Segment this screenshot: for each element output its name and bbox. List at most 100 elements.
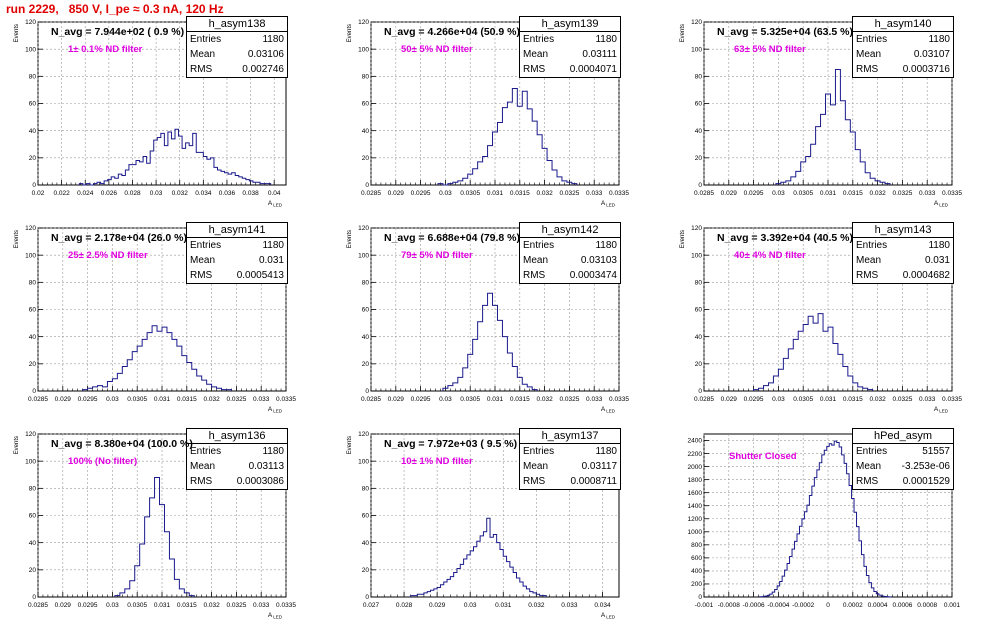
x-tick-label: 0.029 <box>721 190 738 197</box>
histogram-bin <box>483 532 486 597</box>
histogram-bin <box>885 184 890 185</box>
histogram-bin <box>526 589 529 597</box>
x-tick-label: 0.0325 <box>892 396 912 403</box>
histogram-bin <box>161 133 165 185</box>
histogram-bin <box>493 305 498 391</box>
histogram-bin <box>463 368 468 391</box>
x-axis-title-sub: LED <box>273 409 283 414</box>
histogram-bin <box>447 579 450 597</box>
x-axis-title: ALED <box>268 612 283 620</box>
histogram-bin <box>94 184 98 185</box>
histogram-bin <box>839 447 841 597</box>
histogram-bin <box>157 331 162 391</box>
histogram-bin <box>512 89 517 185</box>
stats-title: h_asym140 <box>852 16 954 32</box>
histogram-bin <box>437 587 440 597</box>
stats-value-entries: 1180 <box>262 444 284 459</box>
filter-label: Shutter Closed <box>729 451 797 462</box>
stats-value-entries: 51557 <box>922 444 950 459</box>
x-tick-label: 0.03 <box>464 602 477 609</box>
histogram-bin <box>532 121 537 185</box>
histogram-bin <box>868 390 873 391</box>
stats-value-mean: 0.03106 <box>248 47 284 62</box>
histogram-bin <box>797 534 799 597</box>
histogram-bin <box>444 582 447 597</box>
histogram-bin <box>759 388 764 391</box>
histogram-bin <box>232 173 236 185</box>
x-tick-label: 0.001 <box>944 602 961 609</box>
y-tick-label: 40 <box>695 128 703 135</box>
x-tick-label: 0.0325 <box>559 190 579 197</box>
x-tick-label: 0.029 <box>388 190 405 197</box>
x-tick-label: 0.038 <box>242 190 259 197</box>
histogram-bin <box>154 140 158 185</box>
histogram-bin <box>182 148 186 185</box>
histogram-bin <box>115 596 120 597</box>
x-tick-label: 0.0285 <box>28 396 48 403</box>
x-tick-label: 0.0305 <box>460 190 480 197</box>
histogram-bin <box>264 184 268 185</box>
stats-value-entries: 1180 <box>262 238 284 253</box>
histogram-bin <box>239 177 243 185</box>
histogram-bin <box>438 184 443 185</box>
x-axis-title: ALED <box>601 612 616 620</box>
x-tick-label: 0.0008 <box>917 602 937 609</box>
y-tick-label: 120 <box>691 19 702 26</box>
x-tick-label: 0.03 <box>439 190 452 197</box>
histogram-bin <box>765 596 767 597</box>
stats-value-entries: 1180 <box>928 238 950 253</box>
x-tick-label: 0.0285 <box>694 190 714 197</box>
x-axis-title-sub: LED <box>273 203 283 208</box>
histogram-bin <box>848 376 853 391</box>
histogram-bin <box>773 376 778 391</box>
y-tick-label: 1600 <box>688 490 703 497</box>
histogram-bin <box>217 388 222 391</box>
histogram-bin <box>780 581 782 597</box>
x-tick-label: 0.0315 <box>843 190 863 197</box>
y-tick-label: 200 <box>691 581 702 588</box>
stats-label-rms: RMS <box>523 62 545 77</box>
histogram-bin <box>162 327 167 391</box>
histogram-bin <box>117 373 122 391</box>
x-tick-label: 0.032 <box>536 190 553 197</box>
histogram-bin <box>533 593 536 597</box>
histogram-bin <box>863 388 868 391</box>
stats-title: h_asym136 <box>186 428 288 444</box>
x-tick-label: 0.029 <box>55 602 72 609</box>
stats-value-entries: 1180 <box>262 32 284 47</box>
y-axis-title: Events <box>347 230 353 248</box>
stats-row-entries: Entries 1180 <box>187 444 287 459</box>
x-tick-label: 0.033 <box>919 396 936 403</box>
stats-value-rms: 0.0004682 <box>903 268 950 283</box>
histogram-bin <box>832 445 834 597</box>
filter-label: 63± 5% ND filter <box>734 44 806 55</box>
x-tick-label: -0.001 <box>695 602 714 609</box>
histogram-bin <box>530 592 533 597</box>
x-tick-label: 0.0335 <box>609 396 629 403</box>
y-tick-label: 60 <box>362 101 370 108</box>
histogram-bin <box>833 343 838 391</box>
y-tick-label: 120 <box>691 225 702 232</box>
x-tick-label: 0.022 <box>53 190 70 197</box>
stats-title: h_asym143 <box>852 222 954 238</box>
histogram-bin <box>767 595 769 597</box>
histogram-bin <box>811 144 816 185</box>
stats-label-entries: Entries <box>190 444 221 459</box>
y-tick-label: 120 <box>358 19 369 26</box>
y-tick-label: 40 <box>29 334 37 341</box>
stats-label-rms: RMS <box>190 268 212 283</box>
histogram-bin <box>510 567 513 597</box>
x-tick-label: 0.034 <box>594 602 611 609</box>
histogram-bin <box>552 170 557 185</box>
stats-value-rms: 0.0008711 <box>570 474 617 489</box>
x-tick-label: 0.0335 <box>609 190 629 197</box>
